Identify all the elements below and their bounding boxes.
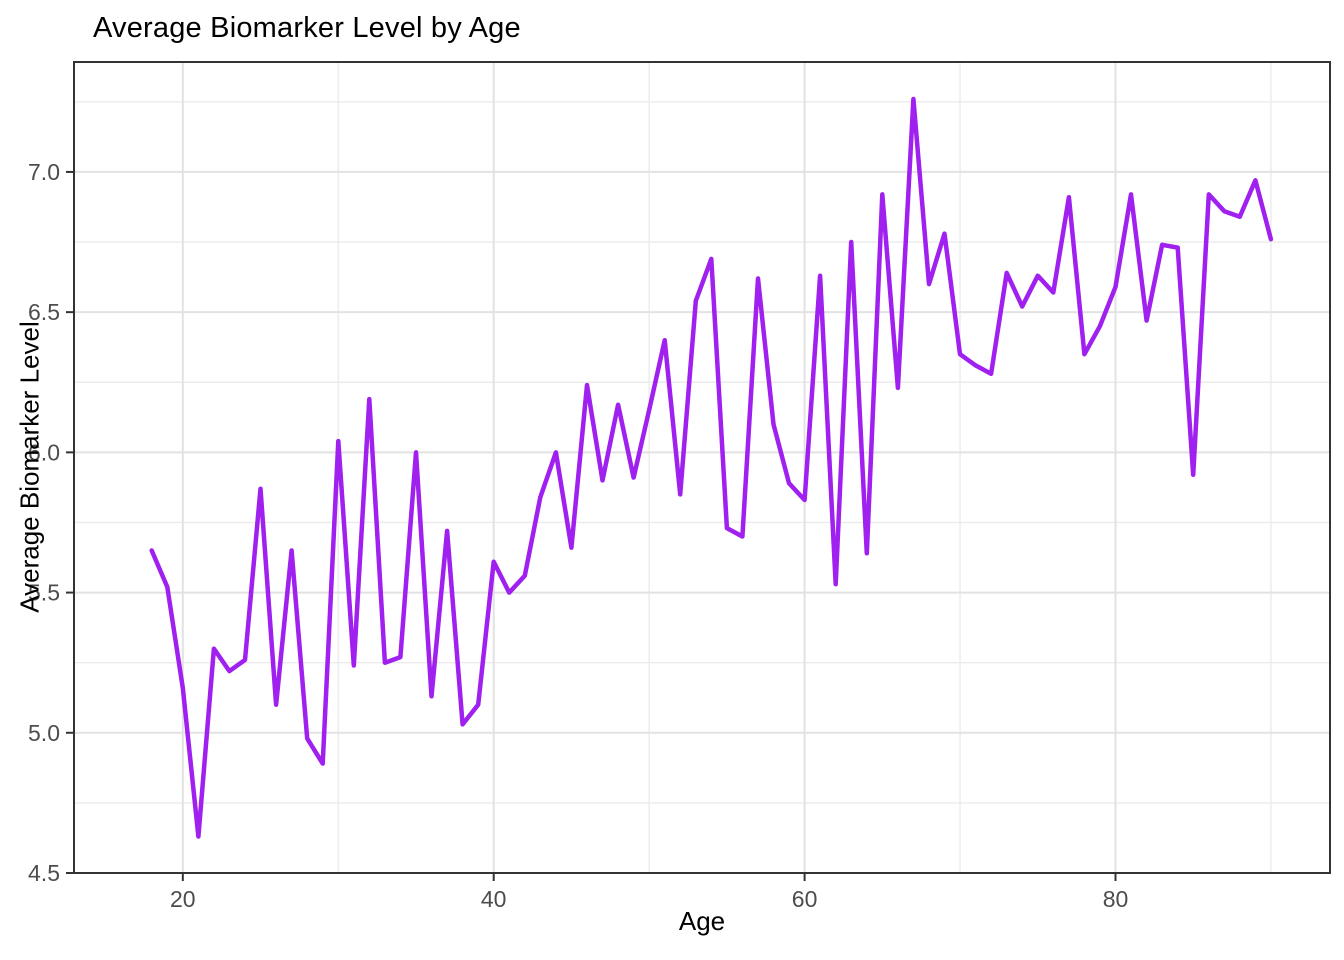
y-axis-title: Average Biomarker Level: [14, 321, 45, 613]
y-tick-label: 6.5: [28, 299, 60, 325]
y-tick-label: 6.0: [28, 439, 60, 465]
chart-title: Average Biomarker Level by Age: [93, 12, 521, 44]
y-tick-label: 7.0: [28, 159, 60, 185]
x-tick-label: 40: [481, 886, 507, 912]
x-axis-title: Age: [678, 906, 726, 936]
x-tick-label: 60: [792, 886, 818, 912]
y-tick-label: 5.5: [28, 580, 60, 606]
y-tick-label: 5.0: [28, 720, 60, 746]
x-tick-label: 80: [1103, 886, 1129, 912]
panel-background: [74, 62, 1330, 873]
x-tick-label: 20: [170, 886, 196, 912]
y-tick-label: 4.5: [28, 860, 60, 886]
data-line: [149, 96, 1274, 839]
panel-border: [73, 61, 1331, 874]
